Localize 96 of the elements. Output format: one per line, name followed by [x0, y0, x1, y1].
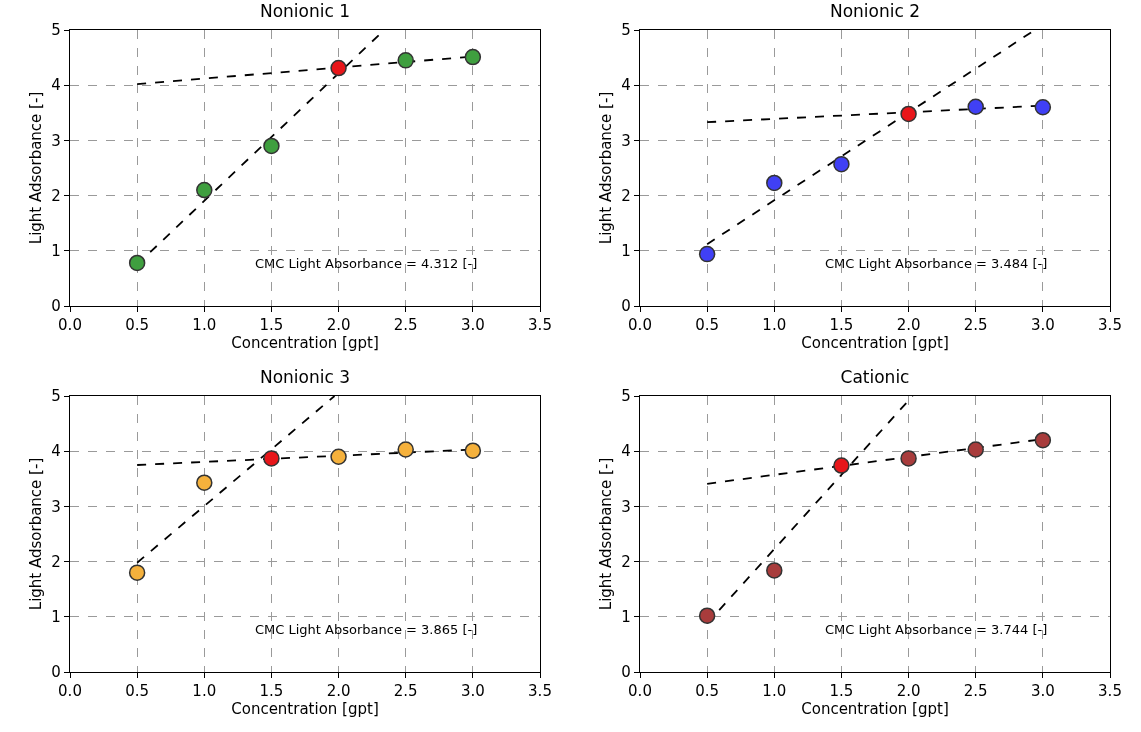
- x-tick-label: 2.0: [896, 316, 921, 335]
- x-axis-title: Concentration [gpt]: [801, 334, 949, 353]
- x-tick-label: 1.0: [192, 682, 217, 701]
- point: [330, 59, 347, 77]
- x-tick-label: 0.5: [695, 682, 720, 701]
- point: [196, 181, 213, 199]
- point: [263, 137, 280, 155]
- x-tick-label: 2.5: [963, 316, 988, 335]
- point: [1034, 431, 1052, 449]
- x-tick-label: 0.5: [695, 316, 720, 335]
- y-tick-label: 3: [621, 497, 631, 516]
- point: [330, 448, 347, 465]
- y-tick-label: 5: [621, 21, 631, 40]
- point: [397, 52, 414, 69]
- x-tick-label: 3.0: [1030, 316, 1055, 335]
- y-axis-title: Light Adsorbance [-]: [26, 457, 45, 611]
- y-tick-label: 5: [621, 387, 631, 406]
- annotation: CMC Light Absorbance = 3.744 [-]: [825, 622, 1048, 637]
- y-tick-label: 4: [621, 442, 631, 461]
- y-axis-title: Light Adsorbance [-]: [596, 457, 615, 611]
- point: [900, 450, 917, 467]
- point: [766, 562, 783, 579]
- x-tick-label: 2.0: [326, 316, 351, 335]
- x-tick-label: 3.0: [1030, 682, 1055, 701]
- y-axis-title: Light Adsorbance [-]: [596, 91, 615, 245]
- y-tick-label: 1: [51, 242, 61, 261]
- point: [698, 245, 716, 263]
- y-tick-label: 0: [51, 297, 61, 316]
- x-tick-label: 3.5: [1098, 682, 1122, 701]
- point: [464, 48, 482, 66]
- y-tick-label: 5: [51, 387, 61, 406]
- y-tick-label: 3: [51, 497, 61, 516]
- x-tick-label: 0.5: [125, 316, 150, 335]
- x-tick-label: 3.0: [460, 682, 485, 701]
- y-tick-label: 4: [51, 442, 61, 461]
- point: [397, 441, 414, 458]
- x-tick-label: 0.0: [628, 682, 652, 701]
- y-tick-label: 0: [51, 663, 61, 682]
- x-tick-label: 2.0: [896, 682, 921, 701]
- x-tick-label: 2.5: [393, 682, 418, 701]
- y-tick-label: 2: [51, 186, 61, 205]
- x-axis-title: Concentration [gpt]: [231, 334, 379, 353]
- point: [128, 564, 146, 581]
- chart-title: Nonionic 2: [829, 1, 921, 22]
- x-tick-label: 0.0: [58, 682, 82, 701]
- x-tick-label: 2.5: [963, 682, 988, 701]
- point: [900, 105, 917, 123]
- x-tick-label: 0.5: [125, 682, 150, 701]
- y-tick-label: 2: [51, 552, 61, 571]
- y-tick-label: 4: [51, 76, 61, 95]
- point: [196, 474, 213, 491]
- y-tick-label: 1: [51, 608, 61, 627]
- chart-title: Cationic: [840, 367, 910, 388]
- point: [698, 607, 716, 624]
- x-tick-label: 1.5: [259, 682, 284, 701]
- y-tick-label: 1: [621, 242, 631, 261]
- x-tick-label: 2.5: [393, 316, 418, 335]
- y-tick-label: 5: [51, 21, 61, 40]
- point: [464, 442, 482, 459]
- chart-title: Nonionic 1: [259, 1, 351, 22]
- x-tick-label: 1.5: [829, 316, 854, 335]
- y-tick-label: 3: [51, 131, 61, 150]
- point: [128, 254, 146, 272]
- point: [833, 155, 850, 173]
- y-tick-label: 2: [621, 552, 631, 571]
- y-tick-label: 3: [621, 131, 631, 150]
- x-tick-label: 1.0: [762, 316, 787, 335]
- point: [1034, 99, 1052, 116]
- y-tick-label: 4: [621, 76, 631, 95]
- y-tick-label: 0: [621, 297, 631, 316]
- point: [967, 441, 984, 458]
- point: [967, 98, 984, 115]
- x-tick-label: 1.5: [259, 316, 284, 335]
- point: [766, 174, 783, 192]
- x-tick-label: 3.5: [528, 316, 552, 335]
- point: [833, 457, 850, 474]
- x-tick-label: 3.0: [460, 316, 485, 335]
- annotation: CMC Light Absorbance = 4.312 [-]: [255, 256, 478, 271]
- x-axis-title: Concentration [gpt]: [801, 700, 949, 719]
- point: [263, 450, 280, 467]
- x-tick-label: 0.0: [628, 316, 652, 335]
- x-tick-label: 0.0: [58, 316, 82, 335]
- y-tick-label: 1: [621, 608, 631, 627]
- annotation: CMC Light Absorbance = 3.484 [-]: [825, 256, 1048, 271]
- x-tick-label: 2.0: [326, 682, 351, 701]
- y-tick-label: 0: [621, 663, 631, 682]
- y-tick-label: 2: [621, 186, 631, 205]
- x-tick-label: 3.5: [528, 682, 552, 701]
- y-axis-title: Light Adsorbance [-]: [26, 91, 45, 245]
- x-tick-label: 1.5: [829, 682, 854, 701]
- annotation: CMC Light Absorbance = 3.865 [-]: [255, 622, 478, 637]
- x-tick-label: 1.0: [762, 682, 787, 701]
- chart-title: Nonionic 3: [259, 367, 351, 388]
- x-tick-label: 1.0: [192, 316, 217, 335]
- x-axis-title: Concentration [gpt]: [231, 700, 379, 719]
- x-tick-label: 3.5: [1098, 316, 1122, 335]
